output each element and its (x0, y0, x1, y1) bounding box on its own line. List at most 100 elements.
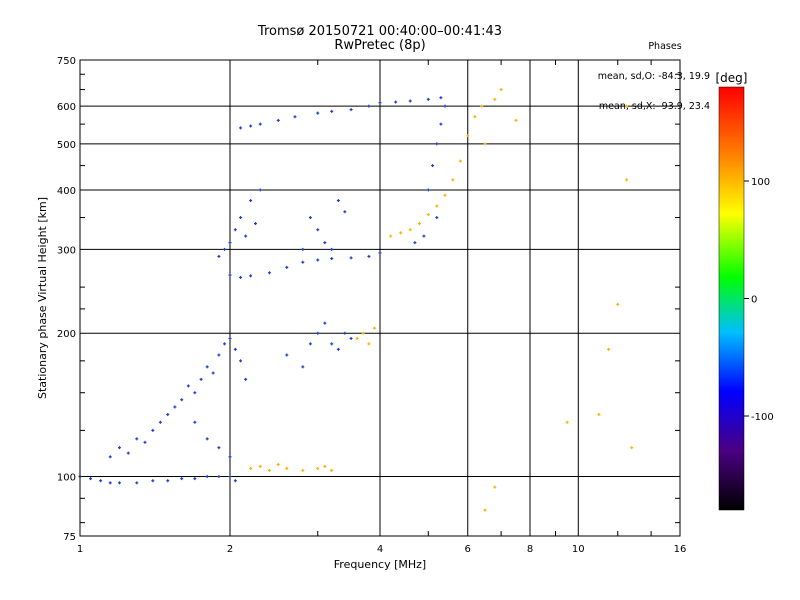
data-point-o (367, 104, 371, 108)
data-point-x (399, 231, 403, 235)
data-point-o (228, 273, 232, 277)
data-point-o (253, 222, 257, 226)
data-point-o (316, 228, 320, 232)
data-point-x (330, 468, 334, 472)
data-point-o (301, 365, 305, 369)
data-point-o (239, 216, 243, 220)
data-point-o (239, 359, 243, 363)
colorbar-ticks: 100 0 -100 (744, 177, 774, 423)
data-point-o (258, 122, 262, 126)
y-tick-label: 200 (57, 329, 76, 340)
data-point-x (466, 134, 470, 138)
data-point-o (378, 101, 382, 105)
data-point-o (439, 122, 443, 126)
data-point-o (336, 199, 340, 203)
data-point-o (223, 342, 227, 346)
data-point-o (413, 241, 417, 245)
data-point-o (343, 331, 347, 335)
data-point-o (276, 118, 280, 122)
data-point-x (483, 142, 487, 146)
data-point-o (330, 109, 334, 113)
data-point-x (285, 466, 289, 470)
data-point-x (473, 115, 477, 119)
data-point-o (316, 111, 320, 115)
phase-statistics: Phases mean, sd,O: -84.3, 19.9 mean, sd,… (590, 22, 710, 122)
data-point-o (267, 271, 271, 275)
data-point-x (499, 88, 503, 92)
data-point-x (597, 412, 601, 416)
data-point-o (228, 241, 232, 245)
y-tick-label: 400 (57, 186, 76, 197)
data-point-o (249, 199, 253, 203)
data-point-o (135, 437, 139, 441)
data-point-x (480, 104, 484, 108)
data-point-x (355, 336, 359, 340)
data-point-x (426, 213, 430, 217)
title-line-station: Tromsø 20150721 00:40:00–00:41:43 (257, 24, 503, 39)
colorbar-unit-label: [deg] (716, 71, 748, 85)
data-point-o (293, 115, 297, 119)
colorbar-gradient (718, 86, 745, 511)
data-point-o (301, 247, 305, 251)
data-point-o (367, 254, 371, 258)
data-point-o (186, 384, 190, 388)
data-point-x (630, 446, 634, 450)
data-point-o (308, 216, 312, 220)
data-point-o (323, 321, 327, 325)
data-point-x (435, 204, 439, 208)
data-point-o (239, 126, 243, 130)
x-tick-label: 16 (674, 544, 687, 555)
y-tick-label: 750 (57, 56, 76, 67)
data-point-o (435, 142, 439, 146)
title-line-mode: RwPretec (8p) (334, 38, 426, 53)
data-point-o (217, 353, 221, 357)
data-point-x (458, 159, 462, 163)
data-point-o (117, 481, 121, 485)
data-point-x (316, 466, 320, 470)
data-point-o (108, 455, 112, 459)
y-tick-label: 300 (57, 245, 76, 256)
data-point-o (99, 479, 103, 483)
data-point-o (330, 247, 334, 251)
data-point-o (108, 481, 112, 485)
data-point-o (180, 477, 184, 481)
data-point-o (285, 265, 289, 269)
x-tick-label: 4 (377, 544, 383, 555)
data-point-o (158, 420, 162, 424)
chart-title: Tromsø 20150721 00:40:00–00:41:43 RwPret… (180, 25, 580, 53)
data-point-o (205, 365, 209, 369)
data-point-o (439, 96, 443, 100)
data-point-o (173, 405, 177, 409)
data-point-o (205, 437, 209, 441)
data-point-x (249, 466, 253, 470)
data-point-o (117, 446, 121, 450)
data-point-x (565, 420, 569, 424)
data-point-o (316, 331, 320, 335)
data-point-o (443, 104, 447, 108)
data-point-o (378, 251, 382, 255)
data-point-x (607, 347, 611, 351)
data-point-o (143, 440, 147, 444)
data-point-o (285, 353, 289, 357)
data-point-o (323, 241, 327, 245)
data-point-o (233, 479, 237, 483)
colorbar-tick-label: -100 (751, 412, 774, 423)
data-point-o (166, 479, 170, 483)
data-point-o (217, 475, 221, 479)
y-tick-label: 75 (63, 532, 76, 543)
data-point-o (301, 260, 305, 264)
plot-frame (79, 59, 681, 537)
data-point-x (493, 97, 497, 101)
phase-colorbar: [deg] 100 0 -100 (716, 71, 774, 511)
colorbar-tick-label: 100 (751, 177, 770, 188)
y-axis-label: Stationary phase Virtual Height [km] (36, 197, 49, 399)
data-point-o (330, 257, 334, 261)
grid-lines (80, 60, 680, 536)
phase-stats-x-mode: mean, sd,X: 93.9, 23.4 (598, 101, 710, 112)
data-point-o (330, 342, 334, 346)
data-point-o (193, 477, 197, 481)
data-point-o (239, 275, 243, 279)
data-point-o (349, 336, 353, 340)
data-point-o (249, 124, 253, 128)
